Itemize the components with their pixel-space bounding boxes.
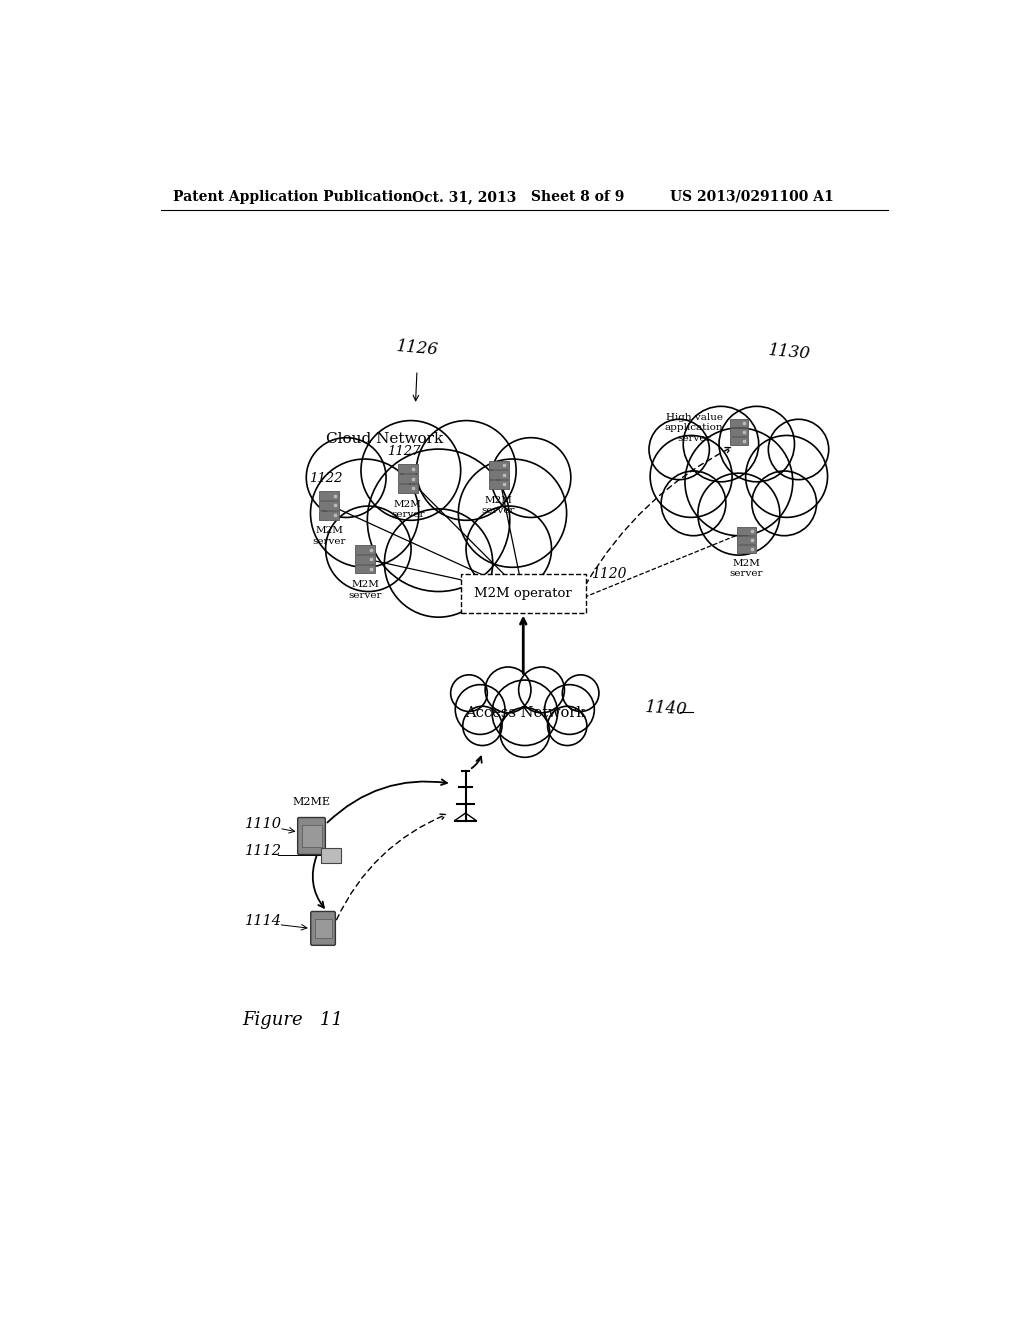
- Circle shape: [310, 459, 419, 568]
- FancyBboxPatch shape: [321, 847, 341, 863]
- Bar: [319, 511, 339, 520]
- Circle shape: [545, 685, 594, 734]
- Bar: [319, 491, 339, 500]
- Bar: [730, 420, 749, 428]
- Bar: [730, 428, 749, 436]
- Circle shape: [745, 436, 827, 517]
- Circle shape: [466, 506, 552, 591]
- FancyBboxPatch shape: [310, 911, 336, 945]
- Circle shape: [500, 708, 550, 758]
- Bar: [488, 480, 509, 488]
- Circle shape: [562, 675, 599, 711]
- Text: Sheet 8 of 9: Sheet 8 of 9: [531, 190, 625, 203]
- Circle shape: [368, 449, 510, 591]
- Bar: [355, 565, 376, 573]
- Bar: [397, 484, 418, 492]
- Bar: [355, 556, 376, 564]
- Circle shape: [548, 706, 587, 746]
- Text: 1130: 1130: [767, 342, 811, 363]
- Text: M2M
server: M2M server: [348, 581, 382, 599]
- Bar: [314, 919, 332, 937]
- Text: M2M operator: M2M operator: [474, 587, 572, 601]
- Bar: [397, 465, 418, 473]
- Circle shape: [518, 667, 564, 713]
- Text: Figure   11: Figure 11: [243, 1011, 343, 1028]
- Text: Access Network: Access Network: [465, 706, 585, 719]
- Circle shape: [752, 471, 816, 536]
- Bar: [730, 437, 749, 445]
- Text: UICC: UICC: [298, 849, 327, 858]
- Text: M2ME: M2ME: [293, 797, 331, 807]
- Text: M2M
server: M2M server: [391, 499, 425, 519]
- Bar: [355, 545, 376, 554]
- Text: Oct. 31, 2013: Oct. 31, 2013: [412, 190, 516, 203]
- Text: 1110: 1110: [245, 817, 282, 832]
- Circle shape: [683, 407, 759, 482]
- Circle shape: [493, 680, 557, 746]
- Bar: [737, 527, 756, 535]
- Circle shape: [451, 675, 487, 711]
- Bar: [737, 545, 756, 553]
- FancyBboxPatch shape: [461, 574, 586, 612]
- Bar: [488, 470, 509, 479]
- Bar: [397, 474, 418, 483]
- Text: 1112: 1112: [245, 845, 282, 858]
- Text: Patent Application Publication: Patent Application Publication: [173, 190, 413, 203]
- Circle shape: [485, 667, 531, 713]
- Text: 1127: 1127: [387, 445, 421, 458]
- Text: 1114: 1114: [245, 913, 282, 928]
- Circle shape: [719, 407, 795, 482]
- Circle shape: [650, 436, 732, 517]
- Bar: [737, 536, 756, 544]
- Text: M2M
server: M2M server: [730, 558, 763, 578]
- Text: 1120: 1120: [591, 568, 627, 581]
- Circle shape: [456, 685, 505, 734]
- Text: M2M
server: M2M server: [312, 527, 346, 546]
- Circle shape: [326, 506, 411, 591]
- Circle shape: [649, 420, 710, 479]
- Text: 1122: 1122: [308, 471, 342, 484]
- Text: High value
application
server: High value application server: [665, 413, 724, 442]
- Circle shape: [662, 471, 726, 536]
- Circle shape: [361, 421, 461, 520]
- FancyBboxPatch shape: [298, 817, 326, 854]
- Circle shape: [384, 510, 493, 618]
- Circle shape: [698, 473, 780, 556]
- Circle shape: [768, 420, 828, 479]
- Bar: [488, 461, 509, 469]
- Text: US 2013/0291100 A1: US 2013/0291100 A1: [670, 190, 834, 203]
- Circle shape: [463, 706, 502, 746]
- Circle shape: [685, 428, 793, 536]
- Text: Cloud Network: Cloud Network: [326, 433, 443, 446]
- Bar: [319, 502, 339, 510]
- Circle shape: [417, 421, 516, 520]
- Text: M2M
server: M2M server: [482, 496, 515, 515]
- Text: 1126: 1126: [395, 338, 439, 359]
- Text: 1140: 1140: [645, 700, 688, 718]
- Circle shape: [492, 438, 570, 517]
- Bar: [301, 825, 322, 847]
- Circle shape: [306, 438, 386, 517]
- Circle shape: [459, 459, 566, 568]
